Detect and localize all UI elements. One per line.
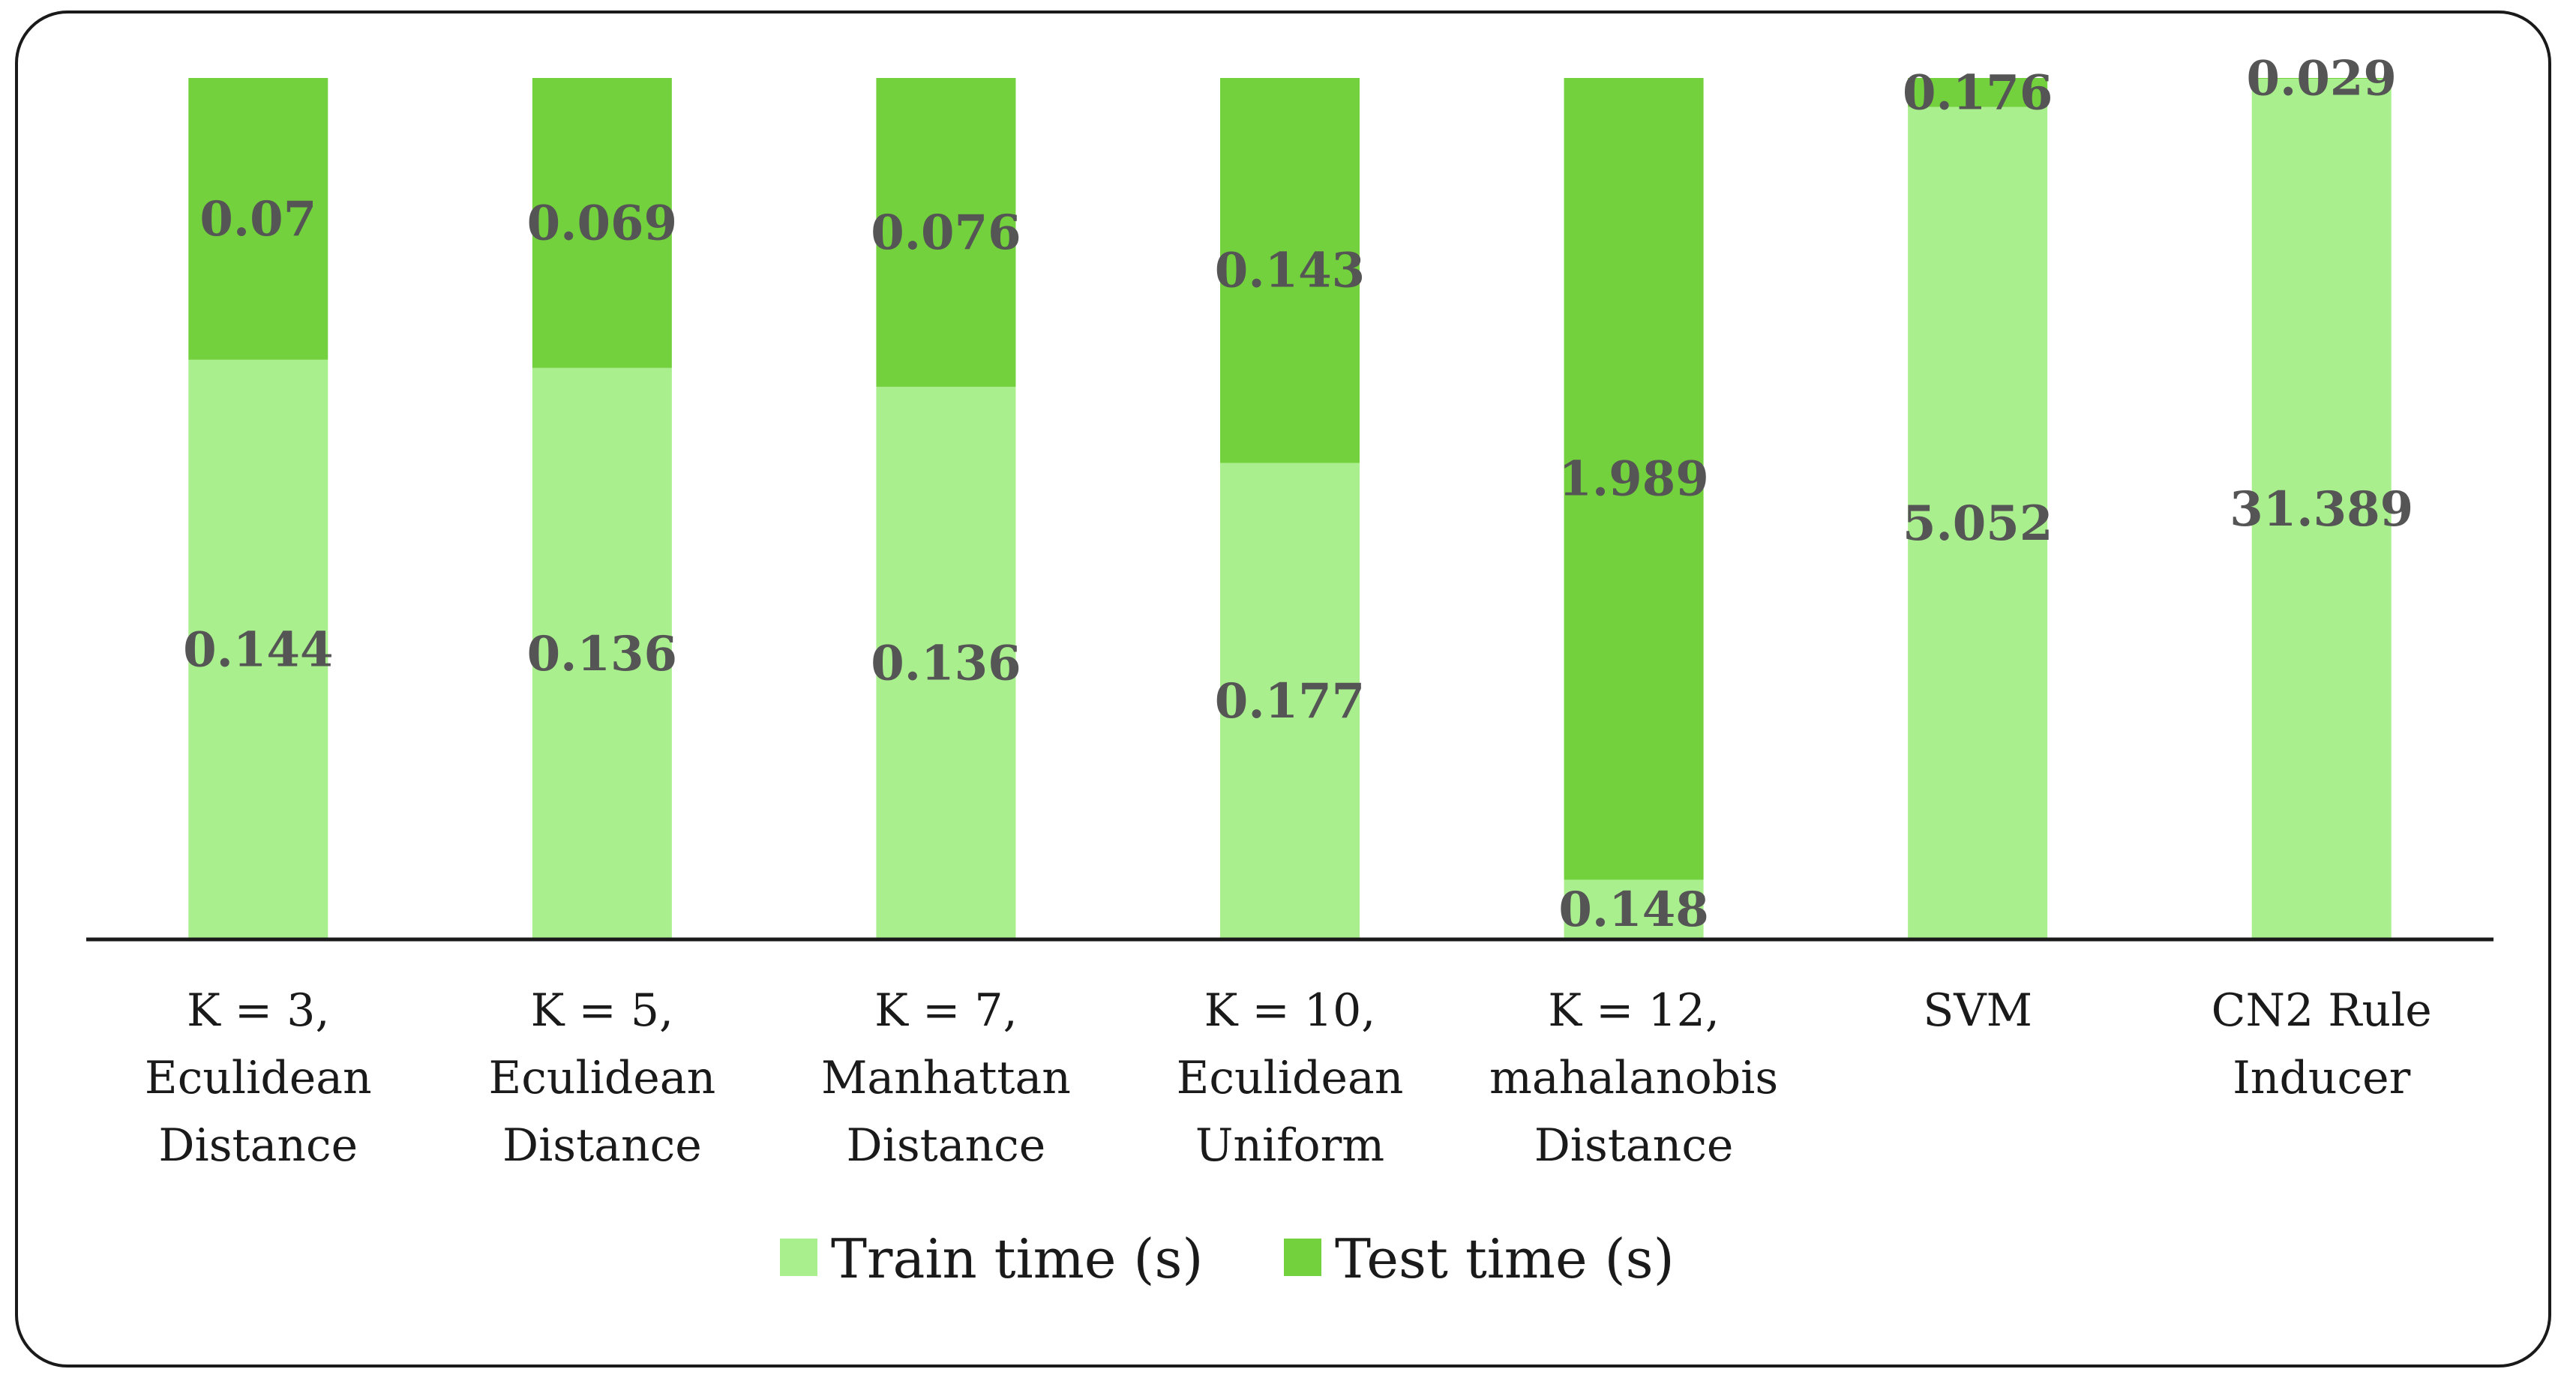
- legend-label-test: Test time (s): [1335, 1227, 1675, 1290]
- category-label-3-line-0: K = 10,: [1204, 984, 1376, 1037]
- category-label-2-line-0: K = 7,: [874, 984, 1018, 1037]
- bars-layer: [188, 78, 2392, 940]
- legend-swatch-test: [1284, 1239, 1321, 1276]
- data-label-test-0: 0.07: [199, 191, 316, 247]
- bar-test-2: [876, 78, 1016, 387]
- data-label-test-2: 0.076: [871, 205, 1021, 261]
- bar-train-2: [876, 386, 1016, 939]
- category-label-2-line-1: Manhattan: [821, 1052, 1071, 1104]
- bar-test-6: [2251, 78, 2392, 79]
- category-label-4-line-2: Distance: [1534, 1119, 1734, 1172]
- bar-train-1: [532, 367, 672, 939]
- category-label-1-line-2: Distance: [502, 1119, 702, 1172]
- category-label-1-line-0: K = 5,: [531, 984, 674, 1037]
- bar-train-6: [2251, 79, 2392, 940]
- data-label-test-4: 1.989: [1558, 451, 1708, 508]
- category-label-5-line-0: SVM: [1923, 984, 2032, 1037]
- legend-label-train: Train time (s): [831, 1227, 1204, 1290]
- bar-test-3: [1220, 78, 1360, 463]
- bar-test-1: [532, 78, 672, 368]
- category-label-6-line-1: Inducer: [2233, 1052, 2411, 1104]
- category-label-1-line-1: Eculidean: [488, 1052, 715, 1104]
- legend: Train time (s) Test time (s): [780, 1227, 1675, 1290]
- category-label-4-line-1: mahalanobis: [1489, 1052, 1778, 1104]
- category-label-2-line-2: Distance: [847, 1119, 1046, 1172]
- data-label-test-3: 0.143: [1215, 243, 1365, 299]
- bar-test-5: [1908, 78, 2048, 107]
- category-label-6-line-0: CN2 Rule: [2212, 984, 2432, 1037]
- bar-test-4: [1564, 78, 1704, 880]
- bar-test-0: [188, 78, 328, 360]
- legend-swatch-train: [780, 1239, 817, 1276]
- bar-train-5: [1908, 106, 2048, 940]
- data-label-train-6: 31.389: [2230, 481, 2413, 538]
- bar-train-0: [188, 359, 328, 939]
- data-label-test-6: 0.029: [2247, 51, 2397, 107]
- category-labels: K = 3, Eculidean Distance K = 5, Eculidean Di…: [145, 984, 2432, 1172]
- data-label-train-1: 0.136: [527, 626, 677, 682]
- data-label-train-0: 0.144: [183, 622, 333, 678]
- data-label-test-1: 0.069: [527, 195, 677, 251]
- data-label-train-2: 0.136: [871, 635, 1021, 691]
- category-label-4-line-0: K = 12,: [1548, 984, 1720, 1037]
- data-label-train-3: 0.177: [1215, 673, 1365, 729]
- bar-train-3: [1220, 463, 1360, 939]
- category-label-3-line-1: Eculidean: [1177, 1052, 1404, 1104]
- category-label-3-line-2: Uniform: [1195, 1119, 1384, 1172]
- bar-train-4: [1564, 879, 1704, 939]
- category-label-0-line-1: Eculidean: [145, 1052, 372, 1104]
- labels-layer: 0.144 0.07 0.136 0.069 0.136 0.076 0.177 0.143 0…: [183, 51, 2413, 939]
- data-label-test-5: 0.176: [1903, 64, 2053, 121]
- data-label-train-4: 0.148: [1558, 882, 1708, 938]
- category-label-0-line-0: K = 3,: [187, 984, 330, 1037]
- data-label-train-5: 5.052: [1903, 496, 2053, 552]
- category-label-0-line-2: Distance: [158, 1119, 358, 1172]
